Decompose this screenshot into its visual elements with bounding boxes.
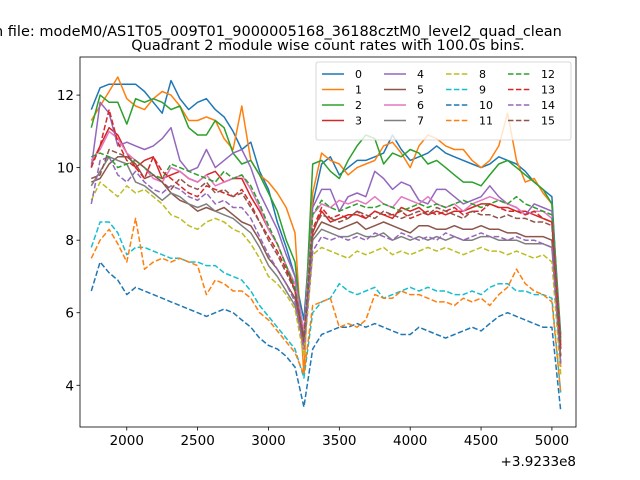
series-line-2	[90, 94, 562, 347]
legend-label-6: 6	[417, 99, 424, 112]
y-tick-label: 10	[57, 161, 74, 177]
legend-label-0: 0	[355, 68, 362, 81]
figure-suptitle: n file: modeM0/AS1T05_009T01_9000005168_…	[0, 24, 562, 40]
legend-box	[315, 61, 572, 141]
legend-label-4: 4	[417, 68, 424, 81]
legend-label-1: 1	[355, 84, 362, 97]
x-tick-label: 3000	[251, 433, 285, 449]
x-tick-label: 5000	[535, 433, 569, 449]
series-line-12	[91, 152, 562, 342]
series-line-14	[90, 156, 562, 364]
x-tick-label: 2000	[110, 433, 144, 449]
series-line-5	[91, 156, 562, 357]
series-line-8	[90, 181, 562, 375]
y-tick-label: 4	[65, 378, 74, 394]
x-tick-label: 3500	[322, 433, 356, 449]
y-tick-label: 6	[65, 306, 74, 322]
legend-label-5: 5	[417, 84, 424, 97]
series-line-6	[90, 130, 562, 364]
legend-label-3: 3	[355, 115, 362, 128]
legend-label-8: 8	[479, 68, 486, 81]
y-tick-label: 12	[57, 88, 74, 104]
legend-label-15: 15	[541, 115, 555, 128]
legend-label-9: 9	[479, 84, 486, 97]
series-line-13	[90, 108, 562, 346]
series-line-11	[90, 217, 562, 393]
legend-label-12: 12	[541, 68, 555, 81]
y-tick-label: 8	[65, 233, 74, 249]
x-tick-label: 4000	[393, 433, 427, 449]
legend-label-11: 11	[479, 115, 493, 128]
x-tick-label: 4500	[464, 433, 498, 449]
axes-border	[79, 56, 577, 428]
chart-title: Quadrant 2 module wise count rates with …	[131, 38, 525, 54]
legend-label-13: 13	[541, 84, 555, 97]
legend-label-10: 10	[479, 99, 493, 112]
legend-label-2: 2	[355, 99, 362, 112]
series-line-7	[90, 156, 562, 364]
x-tick-label: 2500	[180, 433, 214, 449]
series-layer	[90, 76, 562, 411]
series-line-9	[90, 221, 562, 393]
series-line-10	[90, 261, 562, 411]
series-line-1	[90, 76, 562, 376]
legend-label-14: 14	[541, 99, 555, 112]
x-offset-label: +3.9233e8	[501, 454, 576, 470]
legend-label-7: 7	[417, 115, 424, 128]
series-line-15	[91, 148, 562, 357]
x-axis: 2000 2500 3000 3500 4000 4500 5000	[110, 427, 569, 449]
y-axis: 4 6 8 10 12	[57, 88, 80, 394]
series-line-4	[90, 101, 562, 339]
